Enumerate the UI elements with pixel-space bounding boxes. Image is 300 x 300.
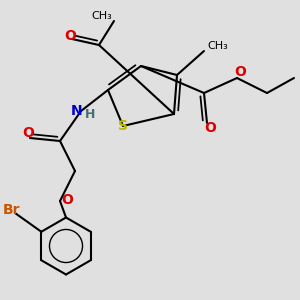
Text: CH₃: CH₃ (207, 41, 228, 52)
Text: N: N (71, 104, 82, 118)
Text: O: O (204, 121, 216, 134)
Text: O: O (64, 29, 76, 43)
Text: H: H (85, 107, 95, 121)
Text: Br: Br (3, 203, 21, 217)
Text: O: O (234, 65, 246, 79)
Text: O: O (61, 193, 74, 206)
Text: CH₃: CH₃ (92, 11, 112, 22)
Text: O: O (22, 127, 34, 140)
Text: S: S (118, 119, 128, 133)
